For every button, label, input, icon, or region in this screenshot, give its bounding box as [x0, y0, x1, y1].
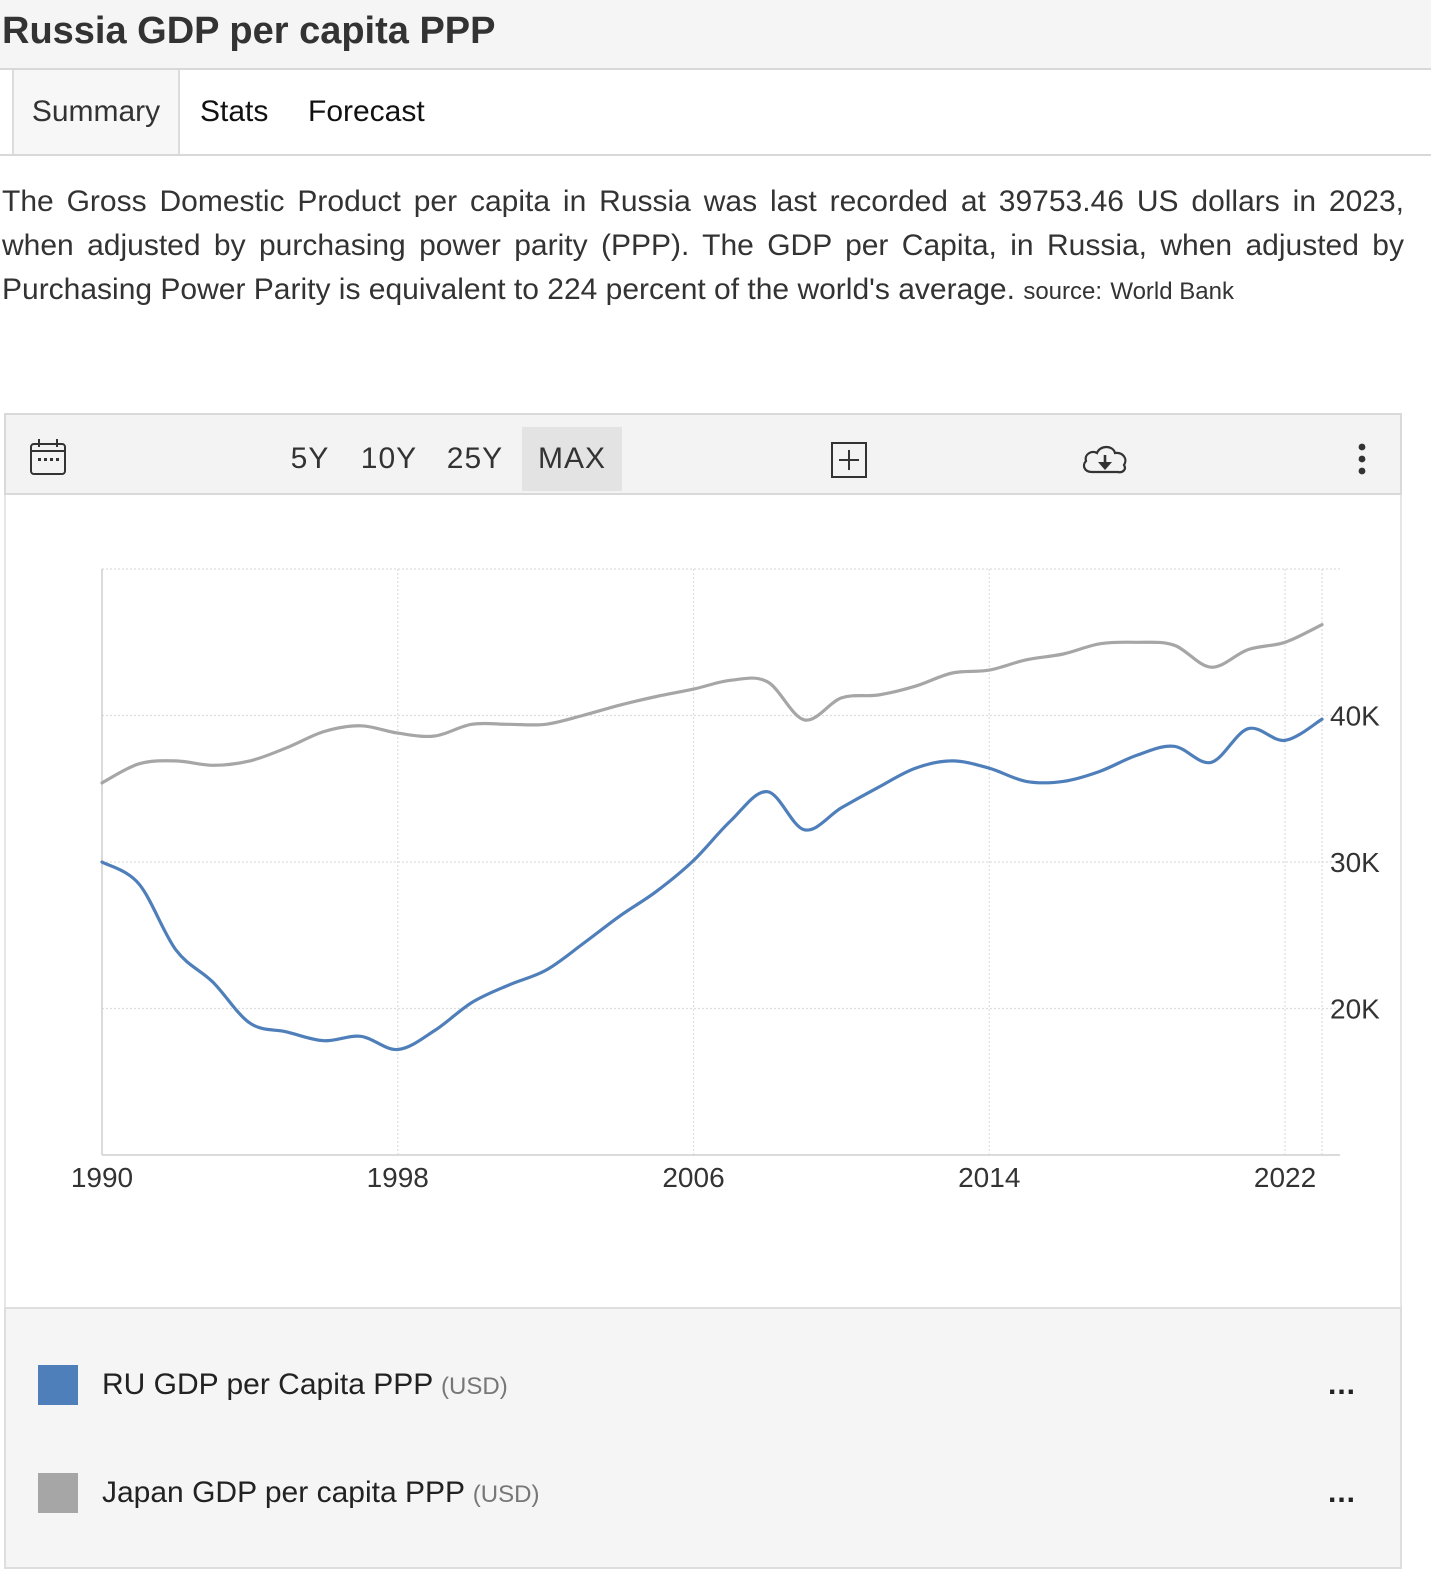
legend-label-russia: RU GDP per Capita PPP: [102, 1368, 433, 1401]
legend-more-button-japan[interactable]: ...: [1327, 1476, 1356, 1509]
y-tick-label: 20K: [1330, 994, 1380, 1025]
vertical-ellipsis-icon-svg: [1358, 443, 1366, 475]
range-10y-button[interactable]: 10Y: [360, 442, 418, 475]
chart-area: 1990 1998 2006 2014 2022 20K 30K 40K: [4, 495, 1402, 1307]
range-max-button[interactable]: MAX: [522, 427, 622, 491]
cloud-download-icon[interactable]: [1080, 439, 1130, 479]
legend-item-japan: Japan GDP per capita PPP (USD) ...: [6, 1473, 1400, 1533]
page-title: Russia GDP per capita PPP: [2, 10, 496, 52]
source-label: source:: [1023, 278, 1103, 305]
cloud-download-icon-svg: [1082, 445, 1127, 474]
plus-box-icon[interactable]: [830, 441, 868, 479]
range-5y-button[interactable]: 5Y: [290, 442, 330, 475]
tab-summary[interactable]: Summary: [12, 70, 180, 154]
plot-background: [102, 569, 1340, 1155]
x-tick-label: 1990: [71, 1162, 133, 1193]
calendar-icon-svg: [30, 439, 66, 475]
legend-label-russia-wrap: RU GDP per Capita PPP (USD): [102, 1365, 508, 1407]
legend-unit-japan: (USD): [472, 1481, 540, 1508]
title-bar: Russia GDP per capita PPP: [0, 0, 1431, 70]
chart-toolbar: 5Y 10Y 25Y MAX: [4, 413, 1402, 495]
x-tick-label: 1998: [367, 1162, 429, 1193]
legend-item-russia: RU GDP per Capita PPP (USD) ...: [6, 1365, 1400, 1425]
legend: RU GDP per Capita PPP (USD) ... Japan GD…: [4, 1307, 1402, 1569]
tab-forecast[interactable]: Forecast: [308, 95, 425, 128]
legend-label-japan-wrap: Japan GDP per capita PPP (USD): [102, 1473, 539, 1515]
series-line-japan: [100, 623, 1324, 785]
legend-unit-russia: (USD): [441, 1373, 508, 1400]
description-text: The Gross Domestic Product per capita in…: [2, 185, 1404, 306]
x-tick-label: 2022: [1254, 1162, 1316, 1193]
calendar-icon[interactable]: [28, 437, 68, 477]
tab-stats[interactable]: Stats: [200, 95, 269, 128]
legend-label-japan: Japan GDP per capita PPP: [102, 1476, 465, 1509]
plus-box-icon-svg: [831, 442, 867, 478]
legend-swatch-japan: [38, 1473, 78, 1513]
y-tick-label: 30K: [1330, 847, 1380, 878]
vertical-ellipsis-icon[interactable]: [1352, 441, 1372, 477]
range-25y-button[interactable]: 25Y: [446, 442, 504, 475]
y-tick-label: 40K: [1330, 701, 1380, 732]
x-tick-label: 2014: [958, 1162, 1020, 1193]
legend-more-button-russia[interactable]: ...: [1327, 1368, 1356, 1401]
tab-bar: Summary Stats Forecast: [0, 70, 1431, 156]
description: The Gross Domestic Product per capita in…: [2, 180, 1404, 314]
x-tick-label: 2006: [662, 1162, 724, 1193]
legend-swatch-russia: [38, 1365, 78, 1405]
source-link[interactable]: World Bank: [1110, 278, 1234, 305]
series-line-russia: [100, 717, 1324, 1052]
line-chart: 1990 1998 2006 2014 2022 20K 30K 40K: [71, 568, 1380, 1193]
